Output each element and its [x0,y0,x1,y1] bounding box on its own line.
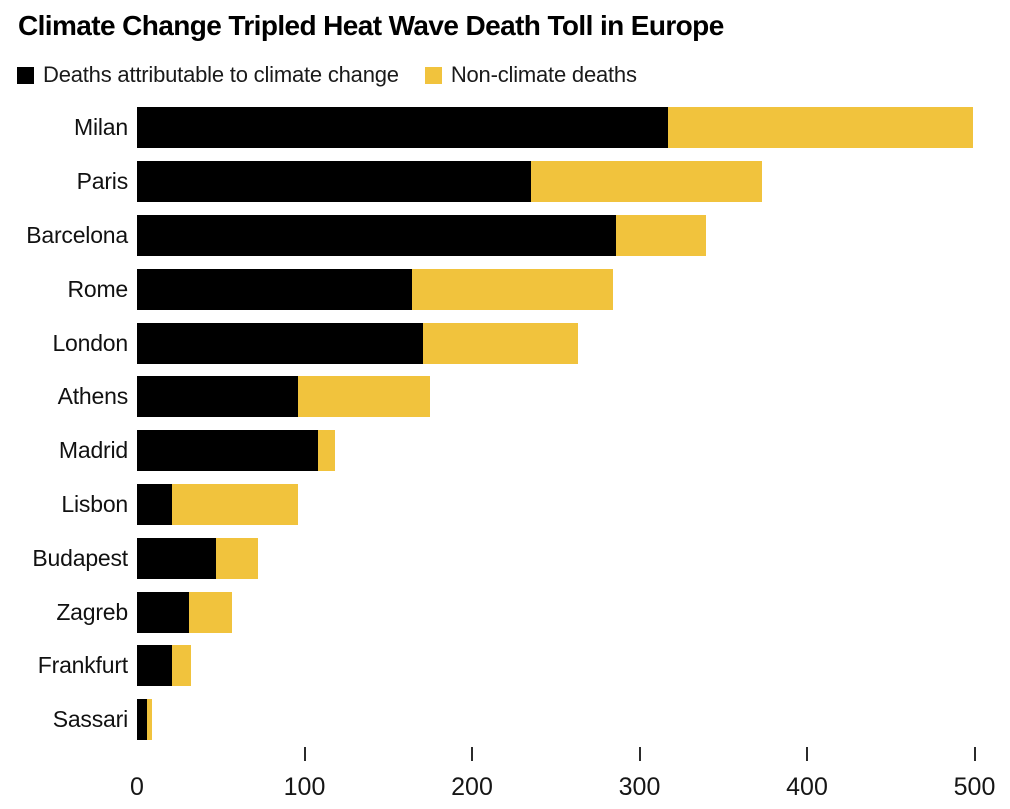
category-label: Frankfurt [37,652,128,679]
bar-segment-climate [137,376,298,418]
axis-tick-label: 500 [953,772,996,801]
bar-track [137,591,975,633]
bar-track [137,268,975,310]
chart-row: Zagreb [0,585,1010,639]
axis-tick [303,746,306,761]
legend-label-non-climate: Non-climate deaths [450,62,637,87]
axis-tick-label: 200 [451,772,493,801]
category-label: Rome [67,275,128,302]
chart-row: Milan [0,101,1010,155]
chart-row: Frankfurt [0,639,1010,693]
stacked-bar [137,107,975,149]
category-label: Budapest [32,544,128,571]
bar-segment-climate [137,161,531,203]
stacked-bar [137,591,975,633]
legend-item-climate: Deaths attributable to climate change [17,62,399,88]
bar-segment-climate [137,430,318,472]
chart-row: Sassari [0,693,1010,747]
chart-row: Lisbon [0,478,1010,532]
axis-tick [806,746,808,761]
chart-row: London [0,316,1010,370]
legend-swatch-non-climate [424,66,442,84]
category-label: Paris [76,168,129,195]
bar-segment-non-climate [317,430,335,472]
stacked-bar [137,161,975,203]
category-label: Sassari [52,706,128,733]
x-axis: 0 100 200 300 400 500 [130,746,995,809]
bar-segment-climate [137,214,617,256]
stacked-bar [137,537,975,579]
bar-track [137,699,975,741]
bar-track [137,322,975,364]
stacked-bar [137,430,975,472]
axis-tick [973,746,976,761]
legend-label-climate: Deaths attributable to climate change [43,62,399,87]
category-label: Madrid [58,437,128,464]
stacked-bar [137,483,975,525]
category-label: Athens [57,383,129,410]
bar-segment-non-climate [616,214,707,256]
stacked-bar [137,268,975,310]
axis-tick [471,746,473,761]
category-label: London [52,329,128,356]
bar-track [137,430,975,472]
axis-tick-label: 400 [786,772,828,801]
bar-segment-non-climate [411,268,613,310]
axis-tick-label: 100 [283,772,326,801]
bar-track [137,161,975,203]
legend: Deaths attributable to climate change Non… [17,62,1010,88]
bar-segment-non-climate [423,322,578,364]
chart-row: Athens [0,370,1010,424]
bar-segment-climate [137,483,173,525]
bar-segment-climate [137,699,148,741]
legend-item-non-climate: Non-climate deaths [424,62,637,88]
bar-segment-non-climate [147,699,153,741]
bar-segment-non-climate [215,537,258,579]
chart-row: Barcelona [0,209,1010,263]
bar-track [137,376,975,418]
stacked-bar [137,322,975,364]
bar-segment-climate [137,645,173,687]
bar-segment-climate [137,107,668,149]
bar-segment-non-climate [530,161,762,203]
chart-row: Paris [0,155,1010,209]
bar-segment-non-climate [667,107,973,149]
bar-segment-non-climate [172,645,191,687]
category-label: Milan [74,114,128,141]
axis-tick-label: 0 [130,772,144,801]
chart-title: Climate Change Tripled Heat Wave Death T… [18,10,724,41]
bar-segment-climate [137,322,424,364]
bar-segment-non-climate [188,591,233,633]
chart-row: Madrid [0,424,1010,478]
stacked-bar [137,699,975,741]
legend-swatch-climate [17,66,34,84]
bar-segment-climate [137,268,412,310]
chart-row: Rome [0,262,1010,316]
stacked-bar [137,214,975,256]
stacked-bar [137,645,975,687]
stacked-bar [137,376,975,418]
axis-tick-label: 300 [618,772,661,801]
axis-tick [638,746,641,761]
bar-track [137,214,975,256]
bar-chart: Milan Paris Barcelona Rome London Athens Madri… [0,101,1010,747]
bar-segment-climate [137,537,216,579]
category-label: Barcelona [26,221,128,248]
bar-track [137,483,975,525]
bar-track [137,107,975,149]
bar-segment-non-climate [172,483,298,525]
category-label: Lisbon [61,490,128,517]
bar-track [137,645,975,687]
bar-segment-climate [137,591,189,633]
category-label: Zagreb [56,598,128,625]
chart-row: Budapest [0,531,1010,585]
bar-segment-non-climate [297,376,431,418]
bar-track [137,537,975,579]
